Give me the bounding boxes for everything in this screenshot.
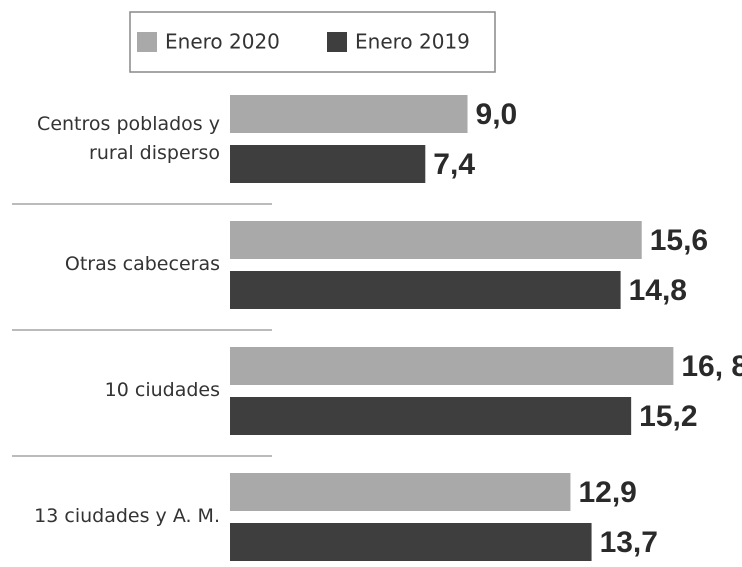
bar bbox=[230, 221, 642, 259]
value-label: 16, 8 bbox=[681, 350, 742, 383]
legend-label: Enero 2020 bbox=[165, 30, 280, 54]
value-label: 15,2 bbox=[639, 400, 697, 433]
legend-label: Enero 2019 bbox=[355, 30, 470, 54]
category-label: Otras cabeceras bbox=[64, 253, 220, 276]
bar bbox=[230, 271, 621, 309]
legend-box bbox=[129, 11, 496, 73]
legend-swatch bbox=[137, 32, 157, 52]
legend-swatch bbox=[327, 32, 347, 52]
value-label: 7,4 bbox=[433, 148, 475, 181]
category-label: 13 ciudades y A. M. bbox=[34, 505, 220, 528]
category-label-box: 13 ciudades y A. M. bbox=[34, 505, 220, 528]
bar bbox=[230, 473, 571, 511]
category-label-box: Otras cabeceras bbox=[64, 253, 220, 276]
bar bbox=[230, 95, 468, 133]
bar bbox=[230, 397, 632, 435]
value-label: 12,9 bbox=[578, 476, 636, 509]
category-label: 10 ciudades bbox=[104, 379, 220, 402]
bar bbox=[230, 347, 674, 385]
value-label: 15,6 bbox=[650, 224, 708, 257]
value-label: 13,7 bbox=[600, 526, 658, 559]
category-label-box: 10 ciudades bbox=[104, 379, 220, 402]
category-label: Centros poblados y rural disperso bbox=[37, 112, 220, 164]
category-label-box: Centros poblados y rural disperso bbox=[37, 112, 220, 164]
value-label: 14,8 bbox=[629, 274, 687, 307]
bar bbox=[230, 145, 426, 183]
value-label: 9,0 bbox=[476, 98, 518, 131]
bar bbox=[230, 523, 592, 561]
